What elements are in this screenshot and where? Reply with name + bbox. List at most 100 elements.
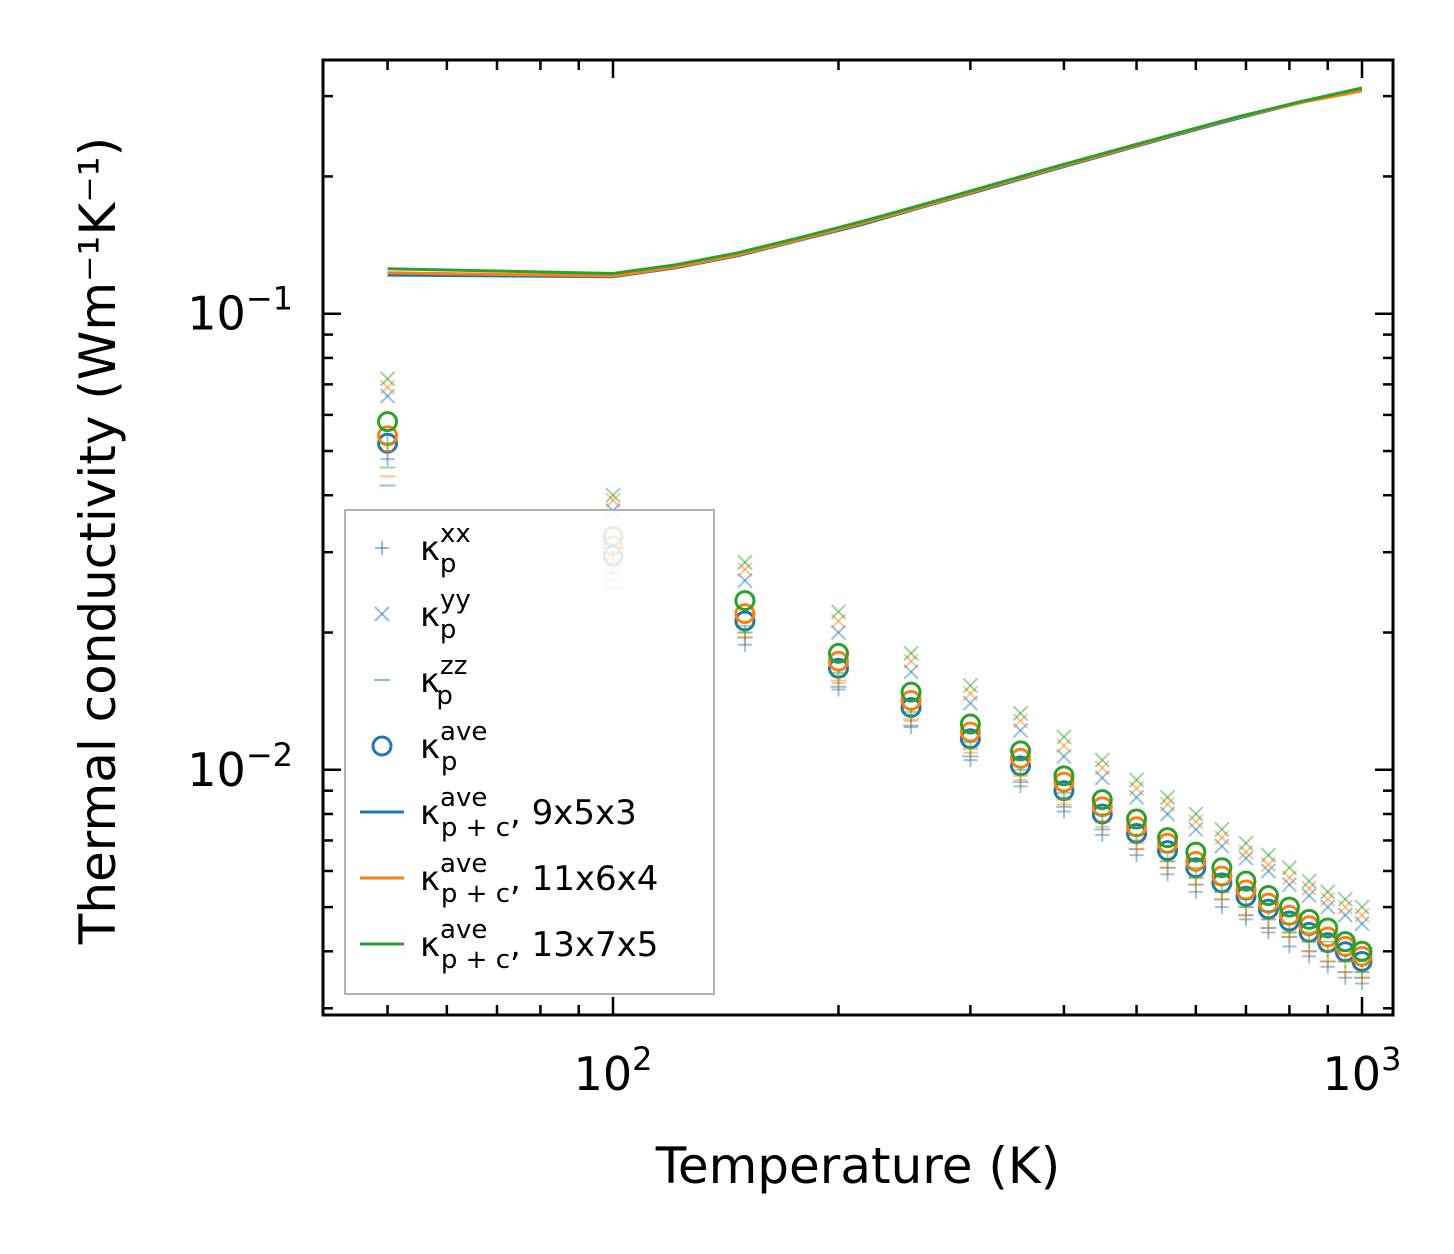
point-kappa-p-xx — [1056, 790, 1071, 805]
point-kappa-p-yy — [1094, 752, 1110, 768]
point-kappa-p-ave — [959, 728, 981, 750]
point-kappa-p-xx — [1013, 779, 1028, 794]
point-kappa-p-xx — [1056, 804, 1071, 819]
point-kappa-p-ave — [1091, 803, 1113, 825]
point-kappa-p-xx — [1354, 970, 1369, 985]
point-kappa-p-xx — [380, 444, 395, 459]
point-kappa-p-yy — [1301, 873, 1317, 889]
point-kappa-p-xx — [1261, 925, 1276, 940]
plot-area — [377, 86, 1373, 991]
point-kappa-p-xx — [1261, 920, 1276, 935]
point-kappa-p-yy — [1214, 829, 1230, 846]
point-kappa-p-yy — [1260, 847, 1277, 863]
point-kappa-p-xx — [963, 740, 978, 755]
point-kappa-p-xx — [1238, 908, 1253, 923]
point-kappa-p-yy — [1320, 884, 1336, 900]
point-kappa-p-ave — [900, 689, 922, 711]
point-kappa-p-ave — [1010, 747, 1032, 769]
point-kappa-p-yy — [1238, 835, 1254, 852]
legend-item-xx: κxx p — [375, 519, 471, 579]
point-kappa-p-ave — [1211, 872, 1233, 894]
point-kappa-p-ave — [1235, 885, 1257, 907]
point-kappa-p-yy — [737, 554, 753, 571]
point-kappa-p-yy — [1128, 789, 1145, 806]
point-kappa-p-ave — [1053, 765, 1075, 787]
point-kappa-p-ave — [1010, 740, 1032, 762]
legend-label: κave p — [420, 717, 487, 777]
point-kappa-p-yy — [1301, 887, 1317, 904]
point-kappa-p-yy — [1012, 713, 1029, 729]
point-kappa-p-ave — [1157, 832, 1179, 854]
point-kappa-p-xx — [1354, 965, 1369, 980]
point-kappa-p-xx — [1214, 900, 1229, 915]
point-kappa-p-yy — [1354, 899, 1370, 915]
axis-ticks — [323, 60, 1393, 1015]
point-kappa-p-ave — [1257, 892, 1279, 914]
point-kappa-p-xx — [1160, 854, 1175, 869]
point-kappa-p-xx — [1320, 954, 1335, 969]
point-kappa-p-yy — [962, 695, 979, 711]
point-kappa-p-yy — [1337, 907, 1354, 923]
series-13x7x5 — [377, 86, 1373, 980]
point-kappa-p-yy — [737, 561, 753, 578]
point-kappa-p-yy — [605, 487, 621, 503]
point-kappa-p-yy — [1214, 821, 1230, 838]
point-kappa-p-ave — [827, 642, 849, 664]
point-kappa-p-yy — [1354, 907, 1370, 923]
point-kappa-p-yy — [1238, 844, 1254, 860]
point-kappa-p-ave — [900, 681, 922, 703]
point-kappa-p-ave — [1257, 885, 1279, 907]
line-kappa-p-c-ave-11x6x4 — [387, 89, 1363, 278]
point-kappa-p-ave — [1091, 796, 1113, 818]
point-kappa-p-xx — [1302, 934, 1317, 949]
point-kappa-p-yy — [903, 664, 919, 680]
point-kappa-p-yy — [1094, 770, 1110, 786]
point-kappa-p-yy — [903, 653, 919, 669]
point-kappa-p-ave — [959, 713, 981, 735]
point-kappa-p-yy — [830, 624, 847, 641]
point-kappa-p-xx — [1302, 949, 1317, 964]
point-kappa-p-xx — [831, 682, 846, 697]
point-kappa-p-yy — [1320, 891, 1336, 908]
point-kappa-p-xx — [1338, 954, 1353, 969]
point-kappa-p-xx — [831, 675, 846, 690]
legend-item-ave9x5x3: κave p + c, 9x5x3 — [360, 783, 637, 843]
legend-label: κave p + c, 9x5x3 — [420, 783, 637, 843]
legend-item-ave11x6x4: κave p + c, 11x6x4 — [360, 849, 658, 909]
point-kappa-p-yy — [379, 371, 396, 387]
point-kappa-p-ave — [827, 650, 849, 672]
point-kappa-p-xx — [1282, 939, 1297, 954]
point-kappa-p-yy — [1188, 813, 1204, 830]
y-tick-label: 10−2 — [187, 736, 293, 797]
point-kappa-p-xx — [1302, 944, 1317, 959]
point-kappa-p-xx — [904, 707, 919, 722]
point-kappa-p-ave — [1235, 870, 1257, 892]
point-kappa-p-ave — [377, 425, 399, 447]
point-kappa-p-ave — [827, 657, 849, 679]
point-kappa-p-yy — [1159, 806, 1176, 822]
point-kappa-p-ave — [734, 603, 756, 625]
point-kappa-p-ave — [1298, 908, 1320, 930]
point-kappa-p-xx — [1354, 976, 1369, 991]
point-kappa-p-ave — [1157, 840, 1179, 862]
point-kappa-p-yy — [962, 677, 979, 694]
tick-labels: 102 103 10−2 10−1 — [187, 280, 1401, 1101]
legend-label: κxx p — [420, 519, 471, 579]
point-kappa-p-yy — [1337, 891, 1354, 908]
point-kappa-p-xx — [1095, 814, 1110, 829]
legend-circle-swatch — [371, 735, 393, 757]
point-kappa-p-xx — [1095, 819, 1110, 834]
point-kappa-p-ave — [1126, 808, 1148, 830]
point-kappa-p-ave — [734, 610, 756, 632]
point-kappa-p-xx — [1282, 929, 1297, 944]
point-kappa-p-ave — [1010, 755, 1032, 777]
point-kappa-p-xx — [1214, 892, 1229, 907]
point-kappa-p-ave — [1235, 879, 1257, 901]
y-axis-label: Thermal conductivity (Wm⁻¹K⁻¹) — [69, 137, 127, 945]
point-kappa-p-ave — [377, 432, 399, 454]
point-kappa-p-yy — [1238, 850, 1254, 866]
point-kappa-p-ave — [1185, 857, 1207, 879]
point-kappa-p-ave — [1278, 910, 1300, 932]
